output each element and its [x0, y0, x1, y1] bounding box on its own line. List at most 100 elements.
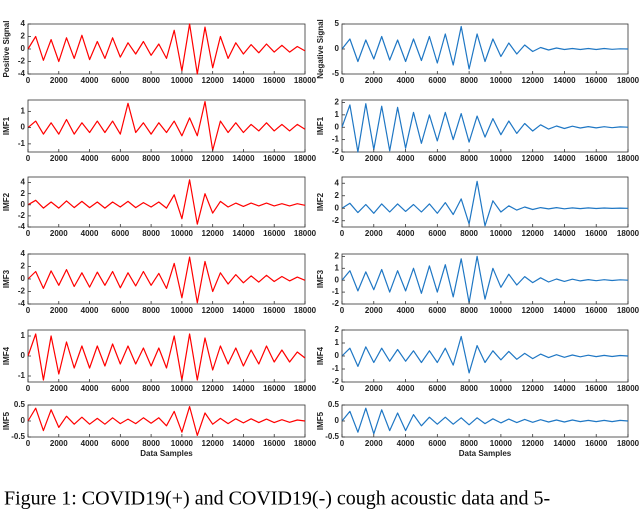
- y-axis-label: Positive Signal: [2, 21, 11, 78]
- y-tick-label: 4: [21, 178, 26, 187]
- y-tick-label: -1: [332, 287, 340, 296]
- x-tick-label: 2000: [50, 384, 68, 393]
- x-tick-label: 2000: [50, 76, 68, 85]
- x-tick-label: 0: [26, 306, 31, 315]
- y-tick-label: 0: [335, 351, 340, 360]
- x-tick-label: 0: [340, 76, 345, 85]
- x-tick-label: 18000: [617, 154, 640, 163]
- x-tick-label: 0: [340, 154, 345, 163]
- y-tick-label: -5: [332, 69, 340, 78]
- y-tick-label: 0: [335, 416, 340, 425]
- x-tick-label: 18000: [294, 384, 317, 393]
- x-tick-label: 16000: [263, 229, 286, 238]
- x-tick-label: 0: [340, 306, 345, 315]
- plot-frame: [27, 176, 306, 228]
- x-tick-label: 2000: [50, 154, 68, 163]
- x-tick-label: 16000: [585, 154, 608, 163]
- x-tick-label: 4000: [81, 384, 99, 393]
- y-tick-label: -2: [18, 57, 26, 66]
- x-tick-label: 18000: [294, 439, 317, 448]
- x-tick-label: 6000: [428, 306, 446, 315]
- x-axis-label: Data Samples: [140, 449, 193, 458]
- y-tick-label: 0: [21, 123, 26, 132]
- y-axis-label: IMF5: [2, 411, 11, 430]
- y-axis-label: IMF3: [2, 269, 11, 288]
- y-tick-label: 2: [335, 325, 340, 334]
- y-tick-label: -2: [332, 299, 340, 308]
- x-tick-label: 6000: [428, 154, 446, 163]
- y-tick-label: 1: [21, 331, 26, 340]
- y-tick-label: -2: [332, 147, 340, 156]
- x-tick-label: 6000: [428, 439, 446, 448]
- plot-frame: [341, 253, 629, 305]
- x-tick-label: 14000: [553, 384, 576, 393]
- x-tick-label: 16000: [585, 76, 608, 85]
- y-tick-label: -0.5: [325, 432, 339, 441]
- x-tick-label: 6000: [111, 439, 129, 448]
- plot-frame: [341, 329, 629, 383]
- x-tick-label: 8000: [142, 229, 160, 238]
- x-tick-label: 2000: [365, 306, 383, 315]
- y-tick-label: -2: [18, 287, 26, 296]
- x-tick-label: 10000: [171, 306, 194, 315]
- y-tick-label: 2: [335, 251, 340, 260]
- y-tick-label: 4: [21, 249, 26, 258]
- plot-frame: [27, 329, 306, 383]
- x-tick-label: 18000: [294, 306, 317, 315]
- x-tick-label: 10000: [490, 229, 513, 238]
- y-tick-label: 2: [21, 32, 26, 41]
- y-tick-label: 5: [335, 19, 340, 28]
- plot-frame: [341, 99, 629, 153]
- y-tick-label: -0.5: [11, 432, 25, 441]
- x-tick-label: 12000: [522, 229, 545, 238]
- x-tick-label: 6000: [428, 384, 446, 393]
- x-tick-label: 12000: [202, 439, 225, 448]
- x-tick-label: 2000: [365, 229, 383, 238]
- signal-line: [27, 179, 306, 225]
- y-tick-label: 0.5: [14, 400, 26, 409]
- signal-line: [341, 103, 629, 153]
- x-tick-label: 0: [340, 229, 345, 238]
- x-tick-label: 4000: [397, 229, 415, 238]
- x-tick-label: 2000: [365, 154, 383, 163]
- x-tick-label: 16000: [585, 229, 608, 238]
- x-tick-label: 8000: [460, 76, 478, 85]
- y-axis-label: IMF2: [316, 192, 325, 211]
- y-tick-label: -1: [18, 139, 26, 148]
- signal-line: [341, 335, 629, 374]
- x-tick-label: 18000: [294, 154, 317, 163]
- signal-line: [341, 407, 629, 435]
- x-tick-label: 14000: [553, 154, 576, 163]
- y-tick-label: -1: [332, 364, 340, 373]
- plot-frame: [27, 99, 306, 153]
- x-tick-label: 14000: [553, 306, 576, 315]
- y-tick-label: 2: [21, 189, 26, 198]
- x-tick-label: 18000: [617, 384, 640, 393]
- y-axis-label: IMF3: [316, 269, 325, 288]
- y-tick-label: -4: [18, 299, 26, 308]
- x-tick-label: 14000: [232, 384, 255, 393]
- x-tick-label: 0: [26, 384, 31, 393]
- y-tick-label: 1: [335, 263, 340, 272]
- y-axis-label: Negative Signal: [316, 19, 325, 79]
- x-tick-label: 18000: [617, 439, 640, 448]
- x-tick-label: 12000: [522, 306, 545, 315]
- x-tick-label: 0: [26, 229, 31, 238]
- x-tick-label: 4000: [397, 384, 415, 393]
- y-tick-label: 2: [335, 98, 340, 107]
- x-tick-label: 8000: [460, 384, 478, 393]
- x-tick-label: 4000: [81, 229, 99, 238]
- y-tick-label: -2: [332, 377, 340, 386]
- y-tick-label: -4: [18, 222, 26, 231]
- y-tick-label: 0: [21, 351, 26, 360]
- x-tick-label: 18000: [617, 229, 640, 238]
- y-tick-label: -1: [332, 135, 340, 144]
- y-tick-label: -4: [18, 69, 26, 78]
- x-tick-label: 0: [26, 154, 31, 163]
- x-tick-label: 14000: [232, 76, 255, 85]
- y-tick-label: -2: [332, 216, 340, 225]
- x-tick-label: 2000: [50, 229, 68, 238]
- x-tick-label: 8000: [142, 76, 160, 85]
- y-tick-label: 0: [21, 274, 26, 283]
